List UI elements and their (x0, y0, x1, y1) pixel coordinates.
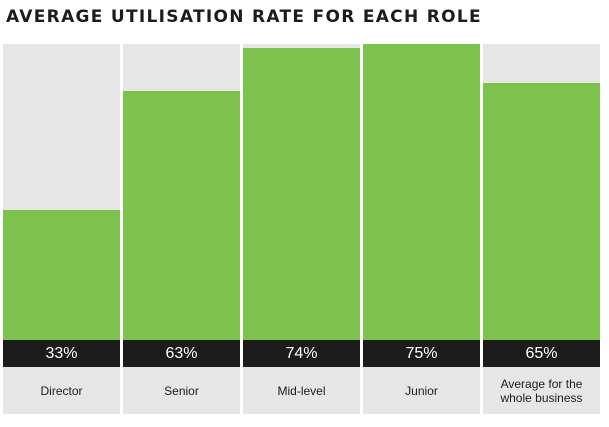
bar-track (363, 44, 480, 340)
bar-senior (123, 91, 240, 340)
category-label-senior: Senior (123, 367, 240, 414)
category-label-director: Director (3, 367, 120, 414)
bar-mid-level (243, 47, 360, 340)
bar-chart: 33% Director 63% Senior 74% Mid-level 75… (0, 44, 609, 414)
category-label-junior: Junior (363, 367, 480, 414)
bar-column-senior: 63% Senior (123, 44, 240, 414)
bar-director (3, 209, 120, 340)
bar-junior (363, 44, 480, 340)
value-label-senior: 63% (123, 340, 240, 367)
category-label-average: Average for the whole business (483, 367, 600, 414)
value-label-average: 65% (483, 340, 600, 367)
bar-track (3, 44, 120, 340)
value-label-junior: 75% (363, 340, 480, 367)
chart-title: AVERAGE UTILISATION RATE FOR EACH ROLE (6, 7, 482, 27)
value-label-director: 33% (3, 340, 120, 367)
bar-column-average: 65% Average for the whole business (483, 44, 600, 414)
bar-column-junior: 75% Junior (363, 44, 480, 414)
bar-track (123, 44, 240, 340)
bar-column-director: 33% Director (3, 44, 120, 414)
bar-average (483, 83, 600, 340)
category-label-mid-level: Mid-level (243, 367, 360, 414)
bar-track (483, 44, 600, 340)
bar-track (243, 44, 360, 340)
value-label-mid-level: 74% (243, 340, 360, 367)
bar-column-mid-level: 74% Mid-level (243, 44, 360, 414)
